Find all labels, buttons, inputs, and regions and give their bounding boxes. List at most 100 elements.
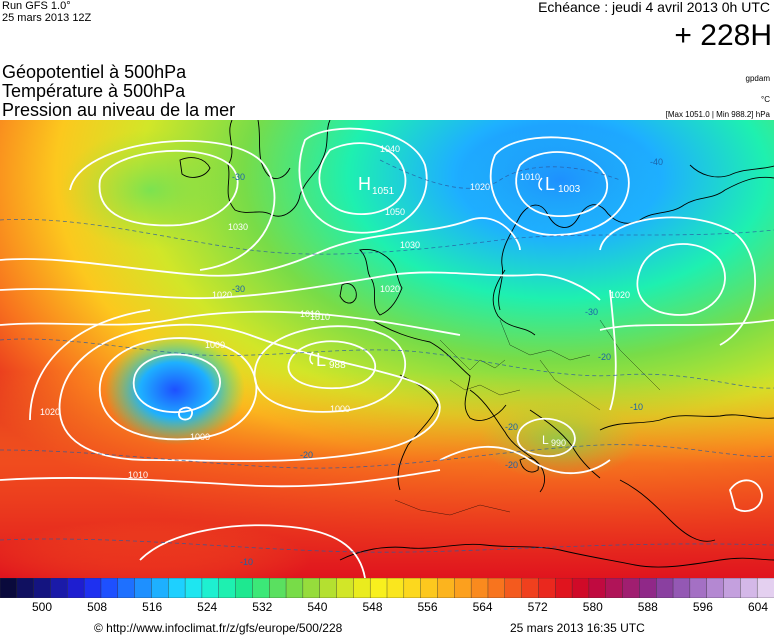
color-scale-swatch bbox=[437, 577, 456, 599]
color-scale-swatch bbox=[117, 577, 136, 599]
center-type: L bbox=[545, 174, 555, 194]
color-scale-swatch bbox=[521, 577, 540, 599]
color-scale-swatch bbox=[50, 577, 69, 599]
center-value: 1003 bbox=[558, 184, 581, 195]
color-scale-tick: 580 bbox=[582, 600, 603, 614]
color-scale-swatch bbox=[302, 577, 321, 599]
isobar-label: 1000 bbox=[205, 340, 225, 350]
color-scale-swatch bbox=[555, 577, 573, 599]
isobar-label: 1010 bbox=[310, 312, 330, 322]
color-scale-swatch bbox=[470, 577, 489, 599]
color-scale-tick: 556 bbox=[417, 600, 438, 614]
temperature-label: -30 bbox=[232, 172, 245, 182]
center-value: 988 bbox=[329, 360, 346, 371]
color-scale-swatch bbox=[83, 577, 102, 599]
color-scale-swatch bbox=[353, 577, 371, 599]
color-scale-tick: 516 bbox=[142, 600, 163, 614]
color-scale-swatch bbox=[67, 577, 85, 599]
color-scale-swatch bbox=[0, 577, 18, 599]
color-scale-swatch bbox=[201, 577, 220, 599]
temperature-label: -30 bbox=[585, 307, 598, 317]
color-scale-swatch bbox=[756, 577, 774, 599]
color-scale-swatch bbox=[420, 577, 439, 599]
temperature-label: -20 bbox=[598, 352, 611, 362]
color-scale-tick: 596 bbox=[692, 600, 713, 614]
color-scale-swatch bbox=[252, 577, 271, 599]
color-scale-swatch bbox=[218, 577, 237, 599]
color-scale-swatch bbox=[269, 577, 287, 599]
color-scale-swatch bbox=[336, 577, 355, 599]
color-scale-swatch bbox=[689, 577, 708, 599]
color-scale-tick: 548 bbox=[362, 600, 383, 614]
isobar-label: 1010 bbox=[520, 172, 540, 182]
isobar-label: 1020 bbox=[40, 407, 60, 417]
run-date: 25 mars 2013 12Z bbox=[2, 12, 92, 24]
low-pressure-center: L 990 bbox=[542, 433, 566, 448]
temperature-label: -10 bbox=[630, 402, 643, 412]
color-scale-swatch bbox=[168, 577, 186, 599]
forecast-map[interactable]: 1040 1050 1030 1020 1010 1000 1020 1010 … bbox=[0, 120, 774, 578]
isobar-label: 1000 bbox=[190, 432, 210, 442]
isobar-label: 1040 bbox=[380, 144, 400, 154]
color-scale-swatch bbox=[672, 577, 691, 599]
color-scale-swatch bbox=[285, 577, 304, 599]
color-scale-swatch bbox=[740, 577, 758, 599]
color-scale-swatch bbox=[184, 577, 203, 599]
color-scale-swatch bbox=[723, 577, 742, 599]
temperature-label: -30 bbox=[232, 284, 245, 294]
color-scale-tick: 540 bbox=[307, 600, 328, 614]
low-pressure-center: L 1003 bbox=[538, 174, 581, 195]
copyright-link[interactable]: © http://www.infoclimat.fr/z/gfs/europe/… bbox=[94, 621, 343, 635]
run-label: Run GFS 1.0° bbox=[2, 0, 71, 12]
cold-pool-atlantic bbox=[105, 335, 245, 445]
color-scale-swatch bbox=[622, 577, 641, 599]
isobar-labels: 1040 1050 1030 1020 1010 1000 1020 1010 … bbox=[40, 144, 630, 480]
valid-time: Echéance : jeudi 4 avril 2013 0h UTC bbox=[538, 0, 770, 15]
center-type: L bbox=[542, 433, 549, 447]
unit-temperature: °C bbox=[761, 95, 770, 104]
temperature-label: -40 bbox=[650, 157, 663, 167]
layer-title-pressure: Pression au niveau de la mer bbox=[2, 100, 236, 120]
temperature-label: -20 bbox=[505, 460, 518, 470]
low-pressure-center: L 988 bbox=[309, 350, 346, 371]
high-pressure-center: H 1051 bbox=[358, 174, 395, 197]
color-scale-tick: 532 bbox=[252, 600, 273, 614]
color-scale-swatch bbox=[639, 577, 658, 599]
color-scale-swatch bbox=[403, 577, 422, 599]
color-scale-tick: 604 bbox=[747, 600, 769, 614]
color-scale bbox=[0, 577, 774, 599]
layer-title-temperature: Température à 500hPa bbox=[2, 81, 186, 101]
color-scale-swatch bbox=[151, 577, 170, 599]
forecast-lead: + 228H bbox=[674, 19, 772, 52]
color-scale-swatch bbox=[134, 577, 153, 599]
temperature-label: -20 bbox=[300, 450, 313, 460]
isobar-label: 1000 bbox=[330, 404, 350, 414]
isobar-label: 1050 bbox=[385, 207, 405, 217]
borders bbox=[394, 319, 661, 516]
color-scale-tick: 588 bbox=[637, 600, 658, 614]
color-scale-swatch bbox=[33, 577, 52, 599]
center-type: L bbox=[316, 350, 326, 370]
color-scale-swatch bbox=[605, 577, 624, 599]
color-scale-swatch bbox=[487, 577, 506, 599]
center-type: H bbox=[358, 174, 371, 194]
isobar-label: 1010 bbox=[128, 470, 148, 480]
isobar-label: 1030 bbox=[228, 222, 248, 232]
color-scale-swatch bbox=[504, 577, 523, 599]
color-scale-swatch bbox=[588, 577, 607, 599]
isobar-label: 1020 bbox=[470, 182, 490, 192]
center-value: 990 bbox=[551, 438, 566, 448]
isobar-label: 1030 bbox=[400, 240, 420, 250]
color-scale-tick: 572 bbox=[527, 600, 548, 614]
layer-title-geopotential: Géopotentiel à 500hPa bbox=[2, 62, 187, 82]
color-scale-swatch bbox=[454, 577, 472, 599]
isobar-label: 1010 bbox=[300, 309, 320, 319]
unit-geopotential: gpdam bbox=[745, 74, 770, 83]
color-scale-swatch bbox=[386, 577, 405, 599]
color-scale-swatch bbox=[656, 577, 674, 599]
color-scale-swatch bbox=[538, 577, 557, 599]
center-value: 1051 bbox=[372, 186, 395, 197]
temperature-label: -20 bbox=[505, 422, 518, 432]
issued-time: 25 mars 2013 16:35 UTC bbox=[510, 621, 645, 635]
temperature-labels: -30 -30 -20 -20 -20 -10 -40 -10 -20 -30 bbox=[232, 157, 663, 567]
